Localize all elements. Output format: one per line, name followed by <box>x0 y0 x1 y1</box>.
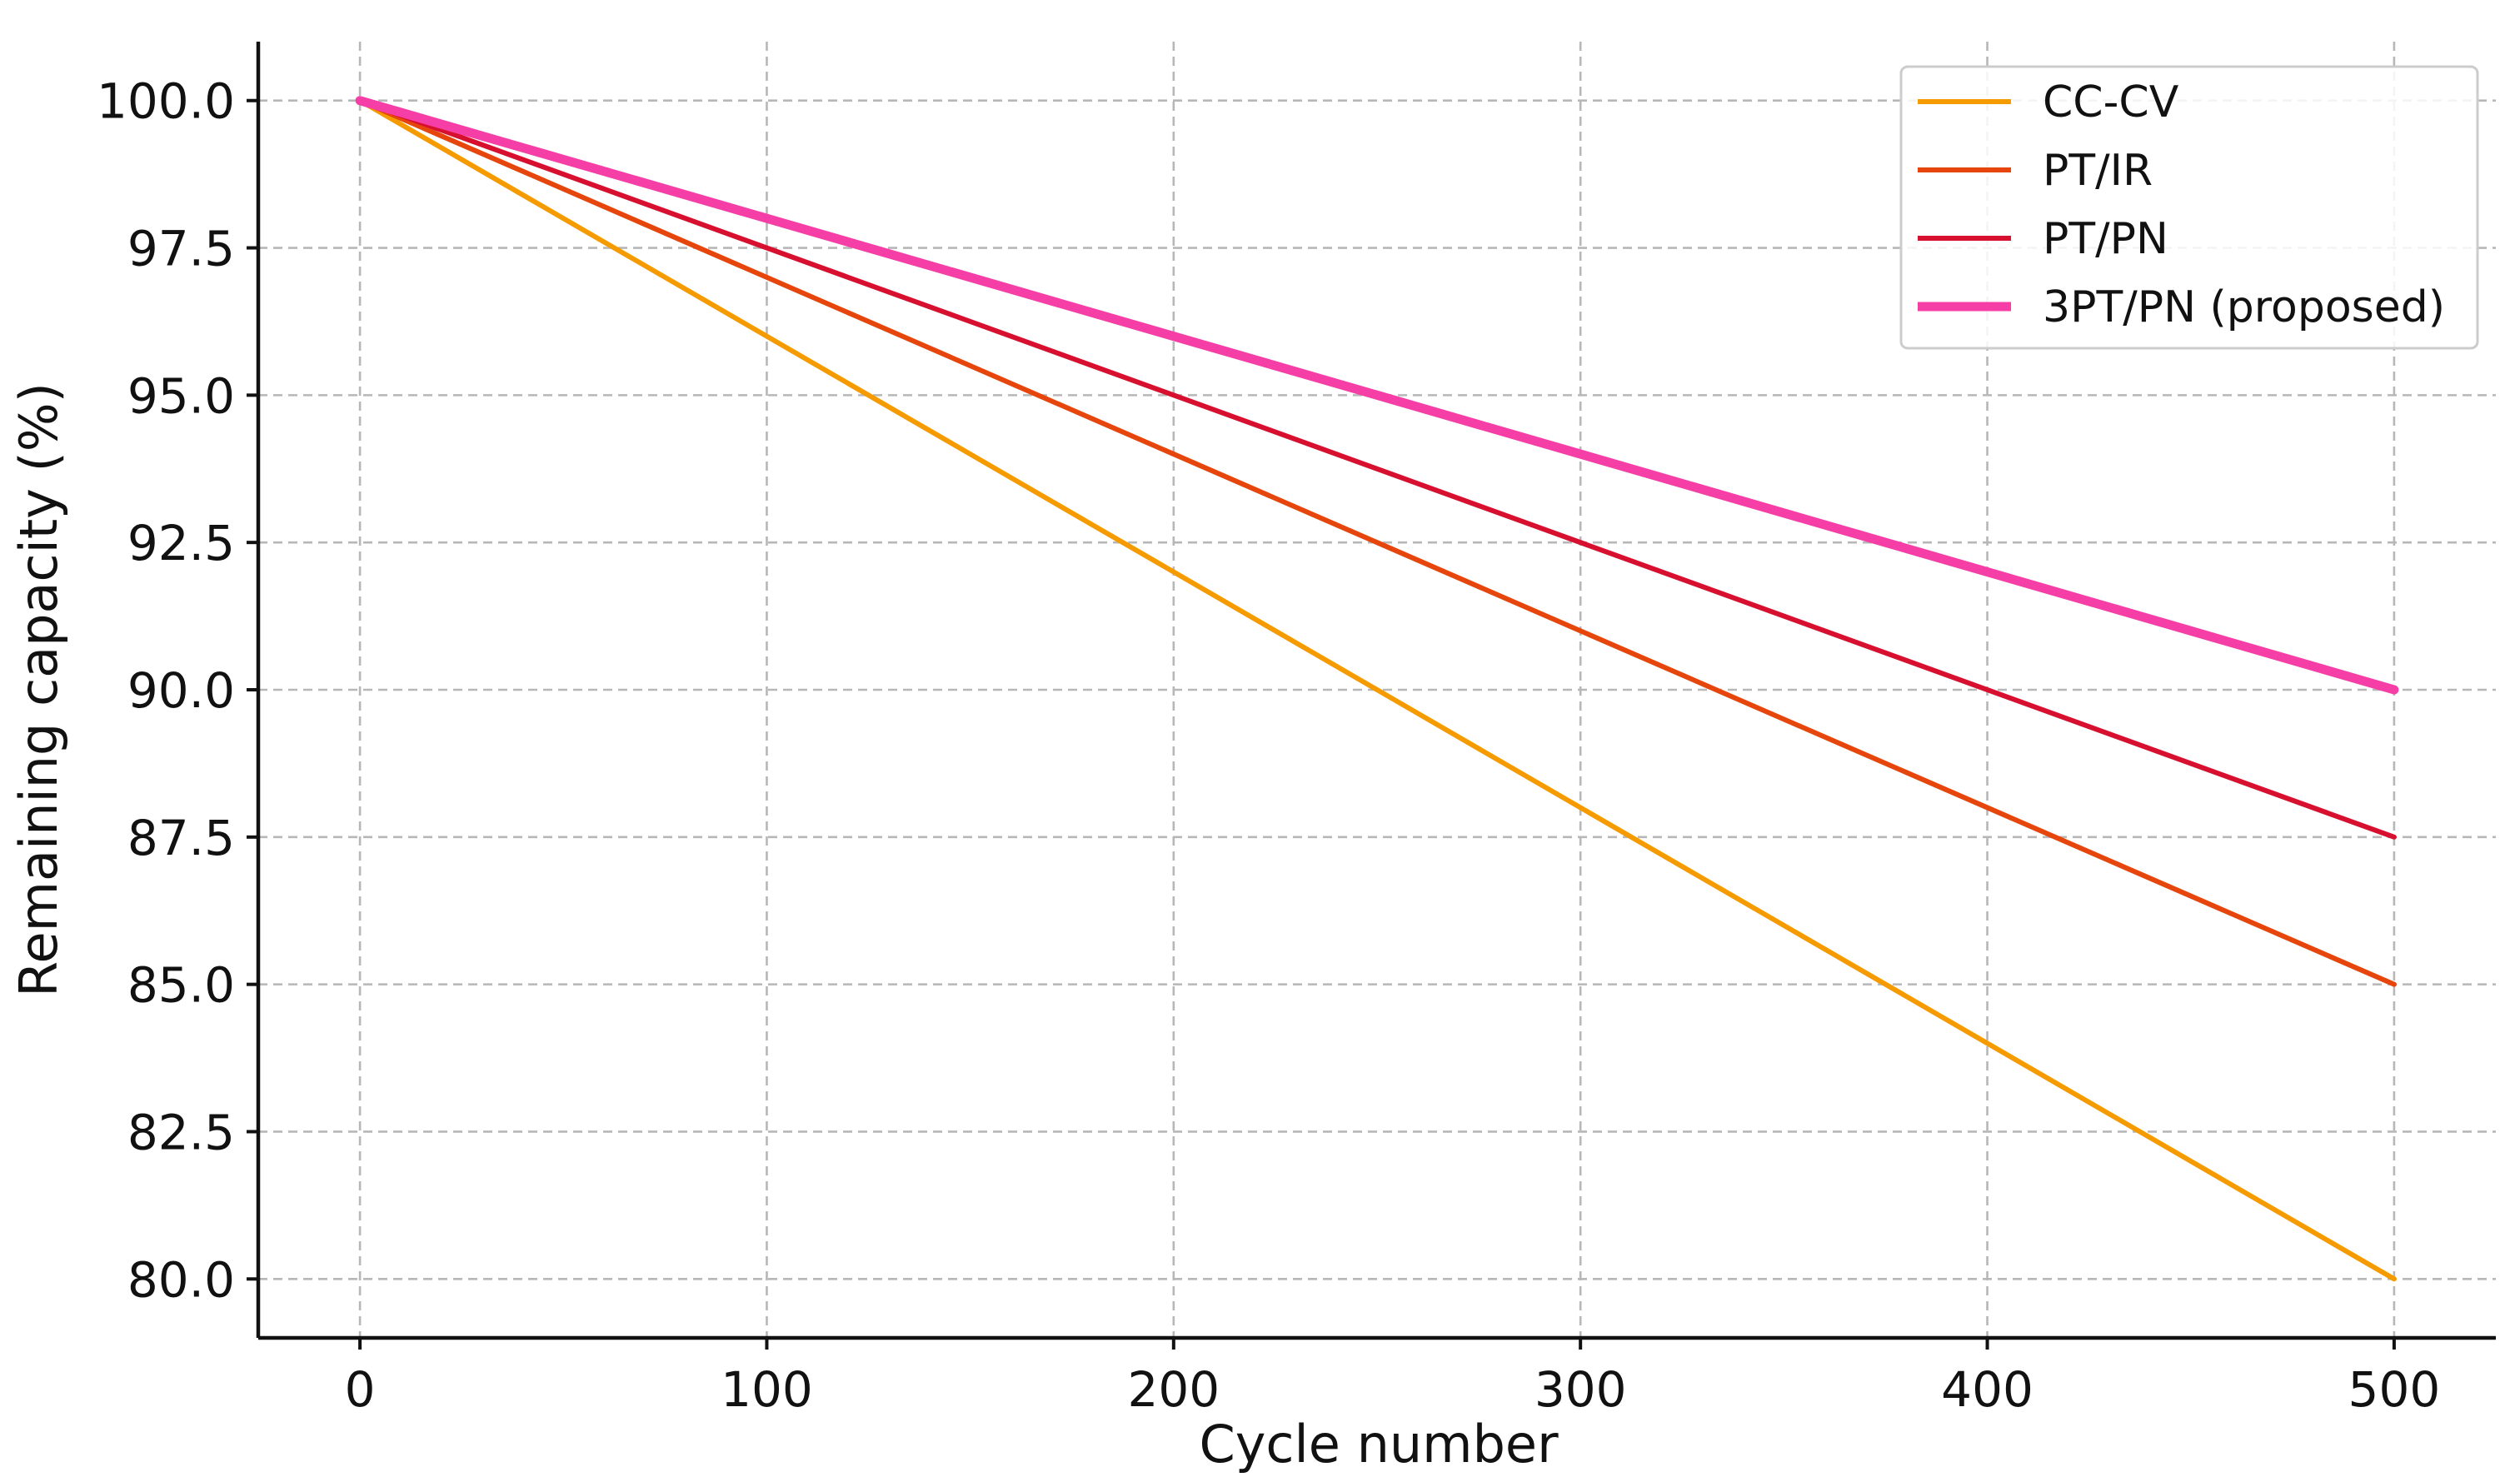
legend-label: 3PT/PN (proposed) <box>2043 282 2445 332</box>
x-tick-label: 300 <box>1534 1361 1627 1418</box>
y-tick-label: 90.0 <box>127 662 235 719</box>
x-axis-label: Cycle number <box>1199 1414 1559 1475</box>
x-tick-label: 100 <box>721 1361 813 1418</box>
x-tick-label: 200 <box>1127 1361 1220 1418</box>
x-tick-label: 0 <box>345 1361 376 1418</box>
series-line-0 <box>357 97 2397 1282</box>
legend-label: PT/PN <box>2043 214 2168 264</box>
y-tick-label: 80.0 <box>127 1251 235 1308</box>
y-tick-label: 85.0 <box>127 957 235 1014</box>
y-tick-label: 95.0 <box>127 367 235 424</box>
legend-label: PT/IR <box>2043 146 2153 196</box>
series-line-1 <box>357 97 2397 987</box>
y-axis-label: Remaining capacity (%) <box>8 382 69 997</box>
plot-series <box>355 96 2399 1282</box>
y-tick-label: 87.5 <box>127 810 235 866</box>
y-tick-label: 82.5 <box>127 1104 235 1160</box>
x-tick-label: 400 <box>1941 1361 2033 1418</box>
legend: CC-CV PT/IR PT/PN 3PT/PN (proposed) <box>1899 65 2479 350</box>
legend-frame <box>1899 65 2479 350</box>
tick-labels: 0 100 200 300 400 500 80.0 82.5 85.0 87.5 90.0 92.5… <box>97 73 2440 1418</box>
series-line-3 <box>355 96 2399 695</box>
legend-label: CC-CV <box>2043 77 2179 127</box>
y-tick-label: 97.5 <box>127 221 235 277</box>
series-line-2 <box>357 97 2397 840</box>
y-tick-label: 100.0 <box>97 73 235 130</box>
y-tick-label: 92.5 <box>127 515 235 571</box>
x-tick-label: 500 <box>2348 1361 2441 1418</box>
